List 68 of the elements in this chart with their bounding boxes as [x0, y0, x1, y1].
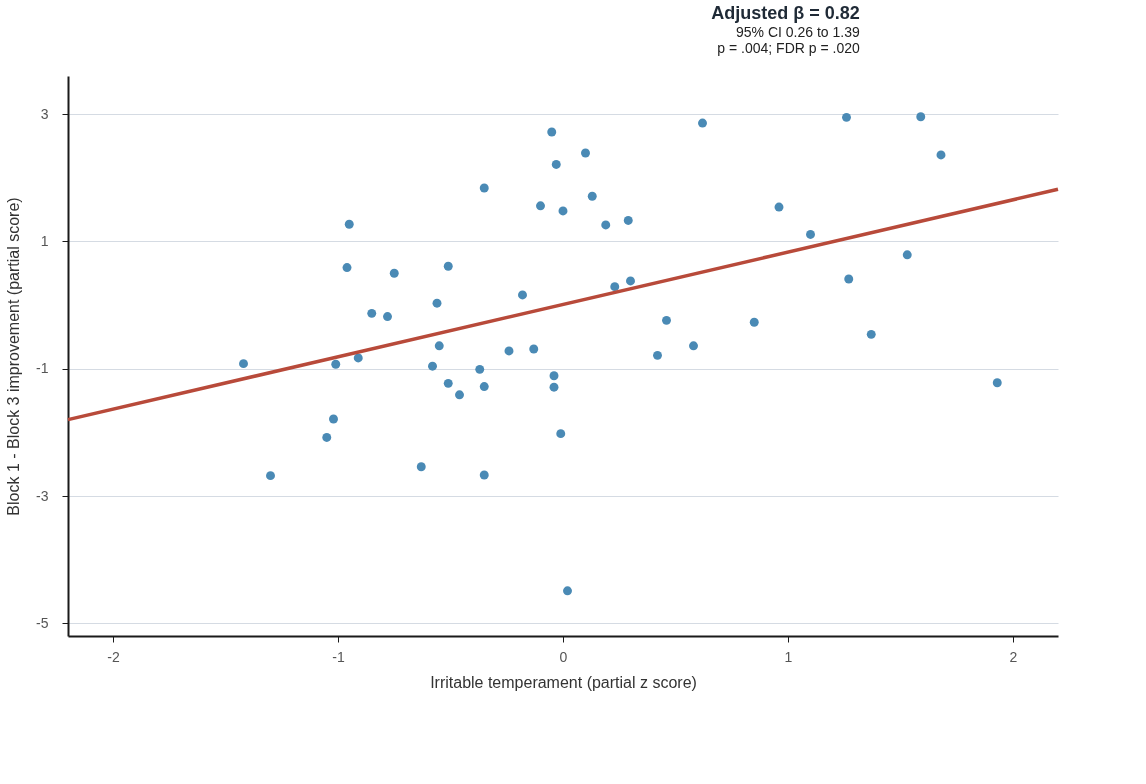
point — [581, 148, 590, 158]
point — [587, 191, 597, 201]
point — [344, 219, 354, 229]
y-tick-label: -3 — [36, 487, 49, 504]
x-axis-title: Irritable temperament (partial z score) — [430, 673, 697, 691]
point — [353, 353, 363, 363]
x-tick-label: -1 — [332, 648, 345, 665]
point — [547, 127, 557, 137]
point — [551, 159, 561, 169]
point — [383, 312, 392, 322]
point — [626, 276, 635, 286]
point — [479, 470, 489, 480]
point — [443, 378, 453, 388]
point — [563, 586, 572, 596]
point — [529, 344, 539, 354]
point — [428, 361, 437, 371]
point — [329, 414, 338, 424]
x-tick-label: 1 — [784, 648, 793, 665]
point — [842, 112, 851, 122]
point — [434, 341, 444, 351]
point — [416, 462, 426, 472]
point — [601, 220, 611, 230]
point — [916, 112, 926, 122]
point — [698, 118, 707, 128]
x-tick-label: -2 — [107, 648, 120, 665]
point — [610, 282, 620, 292]
text: 95% CI 0.26 to 1.39 — [735, 24, 860, 40]
point — [653, 350, 662, 360]
y-tick-label: -1 — [36, 360, 49, 377]
y-tick-label: 3 — [40, 105, 49, 122]
point — [455, 390, 464, 400]
point — [479, 183, 489, 193]
point — [662, 315, 671, 325]
text: p = .004; FDR p = .020 — [717, 40, 860, 56]
point — [556, 429, 566, 439]
point — [549, 371, 559, 381]
point — [475, 364, 485, 374]
point — [844, 274, 854, 284]
point — [549, 382, 559, 392]
point — [389, 268, 399, 278]
point — [342, 263, 352, 273]
point — [331, 359, 341, 369]
y-tick-label: 1 — [40, 232, 49, 249]
point — [749, 317, 759, 327]
point — [689, 341, 698, 351]
point — [902, 250, 912, 260]
point — [558, 206, 568, 216]
point — [806, 229, 815, 239]
x-tick-label: 0 — [559, 648, 568, 665]
point — [536, 201, 545, 211]
point — [239, 359, 248, 369]
point — [866, 329, 876, 339]
point — [504, 346, 514, 356]
point — [367, 308, 377, 318]
point — [623, 215, 633, 225]
point — [443, 261, 453, 271]
point — [479, 382, 489, 392]
point — [936, 150, 946, 160]
y-tick-label: -5 — [36, 614, 49, 631]
point — [518, 290, 527, 300]
x-tick-label: 2 — [1009, 648, 1018, 665]
text: Adjusted β = 0.82 — [711, 3, 860, 23]
point — [774, 202, 784, 212]
point — [266, 471, 275, 481]
y-axis-title: Block 1 - Block 3 improvement (partial score) — [5, 197, 23, 516]
point — [322, 432, 332, 442]
point — [432, 298, 442, 308]
point — [992, 378, 1002, 388]
